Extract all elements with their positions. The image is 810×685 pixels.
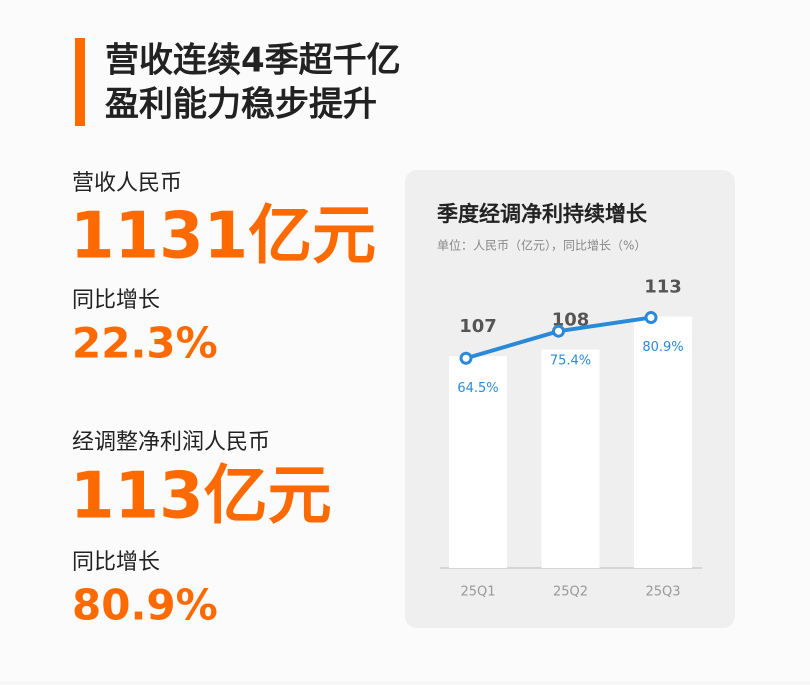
stat-label: 经调整净利润人民币 <box>72 430 270 455</box>
stat-value: 113亿元 <box>70 460 332 534</box>
growth-label: 80.9% <box>642 340 683 355</box>
x-tick-label: 25Q3 <box>645 585 680 600</box>
stat-label: 同比增长 <box>72 550 160 575</box>
x-tick-label: 25Q2 <box>553 585 588 600</box>
bar <box>634 316 692 568</box>
growth-point <box>644 311 658 325</box>
growth-label: 75.4% <box>550 354 591 369</box>
chart-subtitle: 单位：人民币（亿元），同比增长（%） <box>437 238 646 253</box>
accent-bar <box>75 38 85 126</box>
stat-label: 同比增长 <box>72 288 160 313</box>
title-line: 营收连续4季超千亿 <box>105 41 401 81</box>
bar-label: 107 <box>459 316 497 337</box>
stat-label: 营收人民币 <box>72 171 182 196</box>
title-line: 盈利能力稳步提升 <box>105 85 377 125</box>
bar-label: 113 <box>644 276 682 297</box>
growth-label: 64.5% <box>457 381 498 396</box>
bar <box>541 349 600 568</box>
bar <box>449 356 507 568</box>
growth-point <box>552 324 565 338</box>
growth-point <box>459 351 473 365</box>
chart-title: 季度经调净利持续增长 <box>437 202 648 226</box>
stat-value: 22.3% <box>72 319 218 368</box>
stat-value: 80.9% <box>72 581 218 630</box>
x-tick-label: 25Q1 <box>460 585 495 600</box>
stat-value: 1131亿元 <box>70 200 376 274</box>
